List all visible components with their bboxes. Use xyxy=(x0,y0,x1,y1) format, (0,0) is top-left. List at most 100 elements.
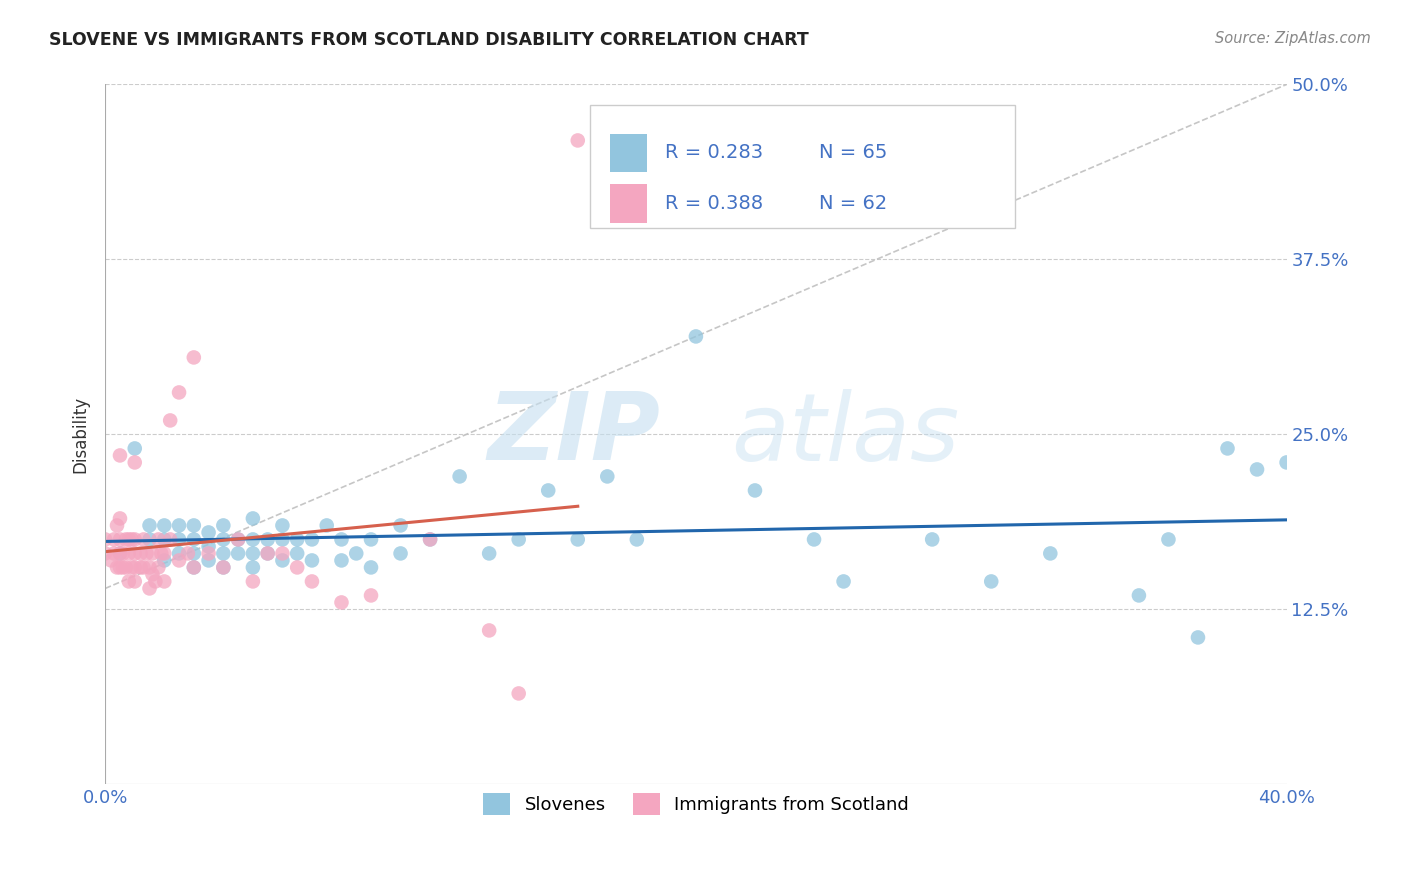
Point xyxy=(256,546,278,560)
Point xyxy=(419,533,441,547)
Point xyxy=(360,533,382,547)
Point xyxy=(449,469,471,483)
Point xyxy=(212,518,235,533)
Point xyxy=(803,533,825,547)
Point xyxy=(153,574,176,589)
Point xyxy=(94,533,117,547)
Point xyxy=(111,560,134,574)
Point xyxy=(330,595,353,609)
Point xyxy=(567,533,589,547)
Point xyxy=(389,546,412,560)
Point xyxy=(124,455,146,469)
Point xyxy=(242,511,264,525)
Point xyxy=(108,449,131,463)
Point xyxy=(103,546,125,560)
Point xyxy=(271,546,294,560)
Point xyxy=(115,533,138,547)
Point xyxy=(118,574,141,589)
Text: R = 0.388: R = 0.388 xyxy=(665,194,763,213)
Point xyxy=(135,546,157,560)
Point xyxy=(478,546,501,560)
Text: N = 65: N = 65 xyxy=(818,144,887,162)
Point xyxy=(138,582,160,596)
Text: SLOVENE VS IMMIGRANTS FROM SCOTLAND DISABILITY CORRELATION CHART: SLOVENE VS IMMIGRANTS FROM SCOTLAND DISA… xyxy=(49,31,808,49)
Point xyxy=(183,533,205,547)
Point xyxy=(508,686,530,700)
Point xyxy=(537,483,560,498)
Point xyxy=(183,560,205,574)
Point xyxy=(1246,462,1268,476)
Point xyxy=(197,540,219,554)
Point xyxy=(105,518,128,533)
Point xyxy=(478,624,501,638)
Point xyxy=(103,533,125,547)
Point xyxy=(508,533,530,547)
Point xyxy=(121,560,143,574)
Point xyxy=(167,546,190,560)
Point xyxy=(596,469,619,483)
Point xyxy=(138,518,160,533)
Point xyxy=(921,533,943,547)
Point xyxy=(183,546,205,560)
Point xyxy=(1039,546,1062,560)
Point xyxy=(118,546,141,560)
Point xyxy=(167,553,190,567)
Point xyxy=(129,546,152,560)
Point xyxy=(183,518,205,533)
Point xyxy=(105,560,128,574)
Point xyxy=(212,533,235,547)
Point xyxy=(148,560,170,574)
Point xyxy=(212,560,235,574)
Text: R = 0.283: R = 0.283 xyxy=(665,144,763,162)
Point xyxy=(567,133,589,147)
Point xyxy=(197,553,219,567)
Point xyxy=(167,518,190,533)
Point xyxy=(159,533,181,547)
Point xyxy=(148,533,170,547)
Point xyxy=(138,533,160,547)
Point xyxy=(1128,589,1150,603)
Point xyxy=(301,533,323,547)
Point xyxy=(177,546,200,560)
Point xyxy=(256,533,278,547)
Point xyxy=(271,553,294,567)
Point xyxy=(315,518,337,533)
Point xyxy=(100,553,122,567)
Point xyxy=(360,560,382,574)
Point xyxy=(744,483,766,498)
FancyBboxPatch shape xyxy=(589,105,1015,228)
Point xyxy=(626,533,648,547)
Point xyxy=(212,560,235,574)
Point xyxy=(141,567,163,582)
Point xyxy=(271,518,294,533)
Point xyxy=(124,442,146,456)
Point xyxy=(124,546,146,560)
Point xyxy=(108,546,131,560)
Point xyxy=(344,546,367,560)
Point xyxy=(301,574,323,589)
Point xyxy=(419,533,441,547)
Point xyxy=(242,560,264,574)
Point xyxy=(108,560,131,574)
Point xyxy=(153,553,176,567)
Y-axis label: Disability: Disability xyxy=(72,396,89,473)
Text: atlas: atlas xyxy=(731,389,959,480)
Point xyxy=(226,533,249,547)
Bar xyxy=(610,185,647,223)
Point xyxy=(129,560,152,574)
Point xyxy=(118,533,141,547)
Text: N = 62: N = 62 xyxy=(818,194,887,213)
Point xyxy=(242,574,264,589)
Point xyxy=(167,385,190,400)
Point xyxy=(183,351,205,365)
Point xyxy=(153,518,176,533)
Point xyxy=(132,533,155,547)
Bar xyxy=(610,134,647,172)
Point xyxy=(226,546,249,560)
Legend: Slovenes, Immigrants from Scotland: Slovenes, Immigrants from Scotland xyxy=(474,784,918,824)
Point xyxy=(124,533,146,547)
Point xyxy=(108,546,131,560)
Point xyxy=(124,560,146,574)
Point xyxy=(153,546,176,560)
Point xyxy=(285,546,308,560)
